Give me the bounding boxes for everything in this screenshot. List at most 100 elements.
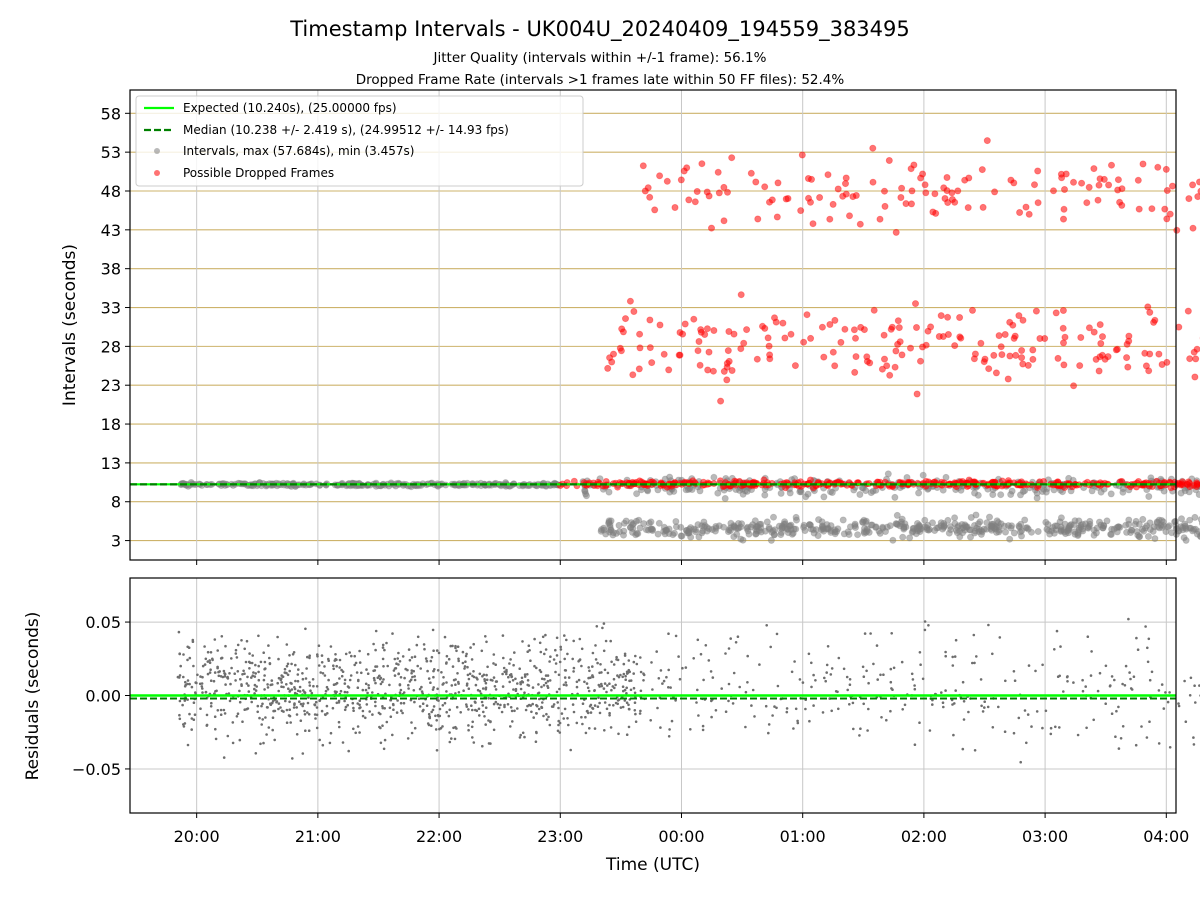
dropped-frame-point (922, 189, 930, 197)
residual-point (542, 684, 546, 687)
interval-point (1140, 527, 1148, 535)
dropped-frame-point (990, 351, 998, 359)
residual-point (339, 689, 343, 693)
dropped-frame-point (841, 325, 849, 333)
residual-point (923, 628, 927, 632)
residual-point (482, 673, 486, 677)
residual-point (392, 703, 395, 707)
dropped-frame-point (1191, 373, 1199, 381)
residual-point (377, 711, 381, 715)
residual-point (503, 705, 506, 709)
dropped-frame-point (1190, 348, 1198, 356)
residual-point (477, 707, 481, 711)
residual-point (558, 660, 562, 664)
dropped-frame-point (1009, 321, 1017, 329)
dropped-frame-point (881, 187, 889, 195)
residual-point (1085, 726, 1088, 730)
residual-point (697, 714, 700, 717)
dropped-frame-point (1034, 167, 1042, 175)
residual-point (407, 683, 410, 687)
residual-point (182, 725, 186, 728)
interval-point (828, 488, 836, 496)
interval-point (1045, 527, 1053, 535)
residual-point (344, 652, 348, 656)
dropped-frame-point (1032, 307, 1040, 315)
interval-point (812, 526, 820, 534)
residual-point (315, 713, 319, 717)
residual-point (250, 700, 253, 704)
dropped-frame-point (1010, 334, 1018, 342)
dropped-frame-point (1060, 361, 1068, 369)
residual-point (236, 643, 240, 647)
residual-point (478, 714, 481, 717)
dropped-frame-point (1078, 179, 1086, 187)
residual-point (609, 639, 612, 643)
residual-point (518, 736, 522, 739)
residual-point (544, 648, 548, 651)
residual-point (575, 685, 579, 689)
residual-point (1017, 716, 1021, 720)
residual-point (216, 665, 219, 669)
residual-point (179, 664, 182, 668)
interval-point (972, 511, 980, 519)
residual-point (374, 629, 378, 633)
bottom-points (176, 617, 1200, 764)
residual-point (192, 664, 195, 668)
residual-point (372, 642, 375, 646)
residual-point (361, 714, 365, 718)
residual-point (793, 660, 796, 663)
dropped-frame-point (671, 203, 679, 211)
residual-point (242, 669, 245, 673)
dropped-frame-point (696, 361, 704, 369)
residual-point (358, 649, 361, 653)
interval-point (710, 473, 718, 481)
interval-point (777, 489, 785, 497)
dropped-frame-point (970, 355, 978, 363)
dropped-frame-point (929, 208, 937, 216)
residual-point (485, 678, 489, 682)
residual-point (521, 640, 524, 643)
top-y-tick-label: 53 (101, 143, 121, 162)
residual-point (391, 733, 394, 737)
residual-point (241, 673, 244, 676)
dropped-frame-point (685, 196, 693, 204)
interval-point (854, 531, 862, 539)
residual-point (480, 700, 484, 704)
dropped-frame-point (1059, 306, 1067, 314)
residual-point (455, 649, 458, 653)
interval-point (771, 526, 779, 534)
dropped-frame-point (927, 323, 935, 331)
residual-point (282, 685, 285, 689)
residual-point (558, 721, 562, 725)
interval-point (1016, 523, 1024, 531)
residual-point (410, 656, 414, 659)
residual-point (509, 706, 513, 709)
residual-point (293, 686, 296, 689)
residual-point (529, 704, 532, 707)
dropped-frame-point (675, 351, 683, 359)
residual-point (201, 664, 205, 668)
residual-point (556, 729, 560, 733)
residual-point (973, 749, 977, 752)
residual-point (338, 725, 341, 729)
residual-point (596, 705, 600, 708)
interval-point (761, 491, 769, 499)
residual-point (402, 701, 406, 705)
dropped-frame-point (651, 206, 659, 214)
residual-point (516, 707, 519, 710)
residual-point (257, 664, 261, 668)
residual-point (354, 661, 358, 665)
residual-point (552, 703, 556, 706)
residual-point (1023, 709, 1027, 712)
interval-point (869, 487, 877, 495)
residual-point (217, 670, 220, 674)
residual-point (1081, 689, 1085, 693)
residual-point (986, 705, 990, 709)
dropped-frame-point (1095, 181, 1103, 189)
residual-point (204, 657, 208, 661)
dropped-frame-point (1175, 323, 1183, 331)
residual-point (326, 688, 330, 691)
residual-point (403, 676, 406, 680)
residual-point (190, 685, 194, 689)
dropped-frame-point (804, 174, 812, 182)
